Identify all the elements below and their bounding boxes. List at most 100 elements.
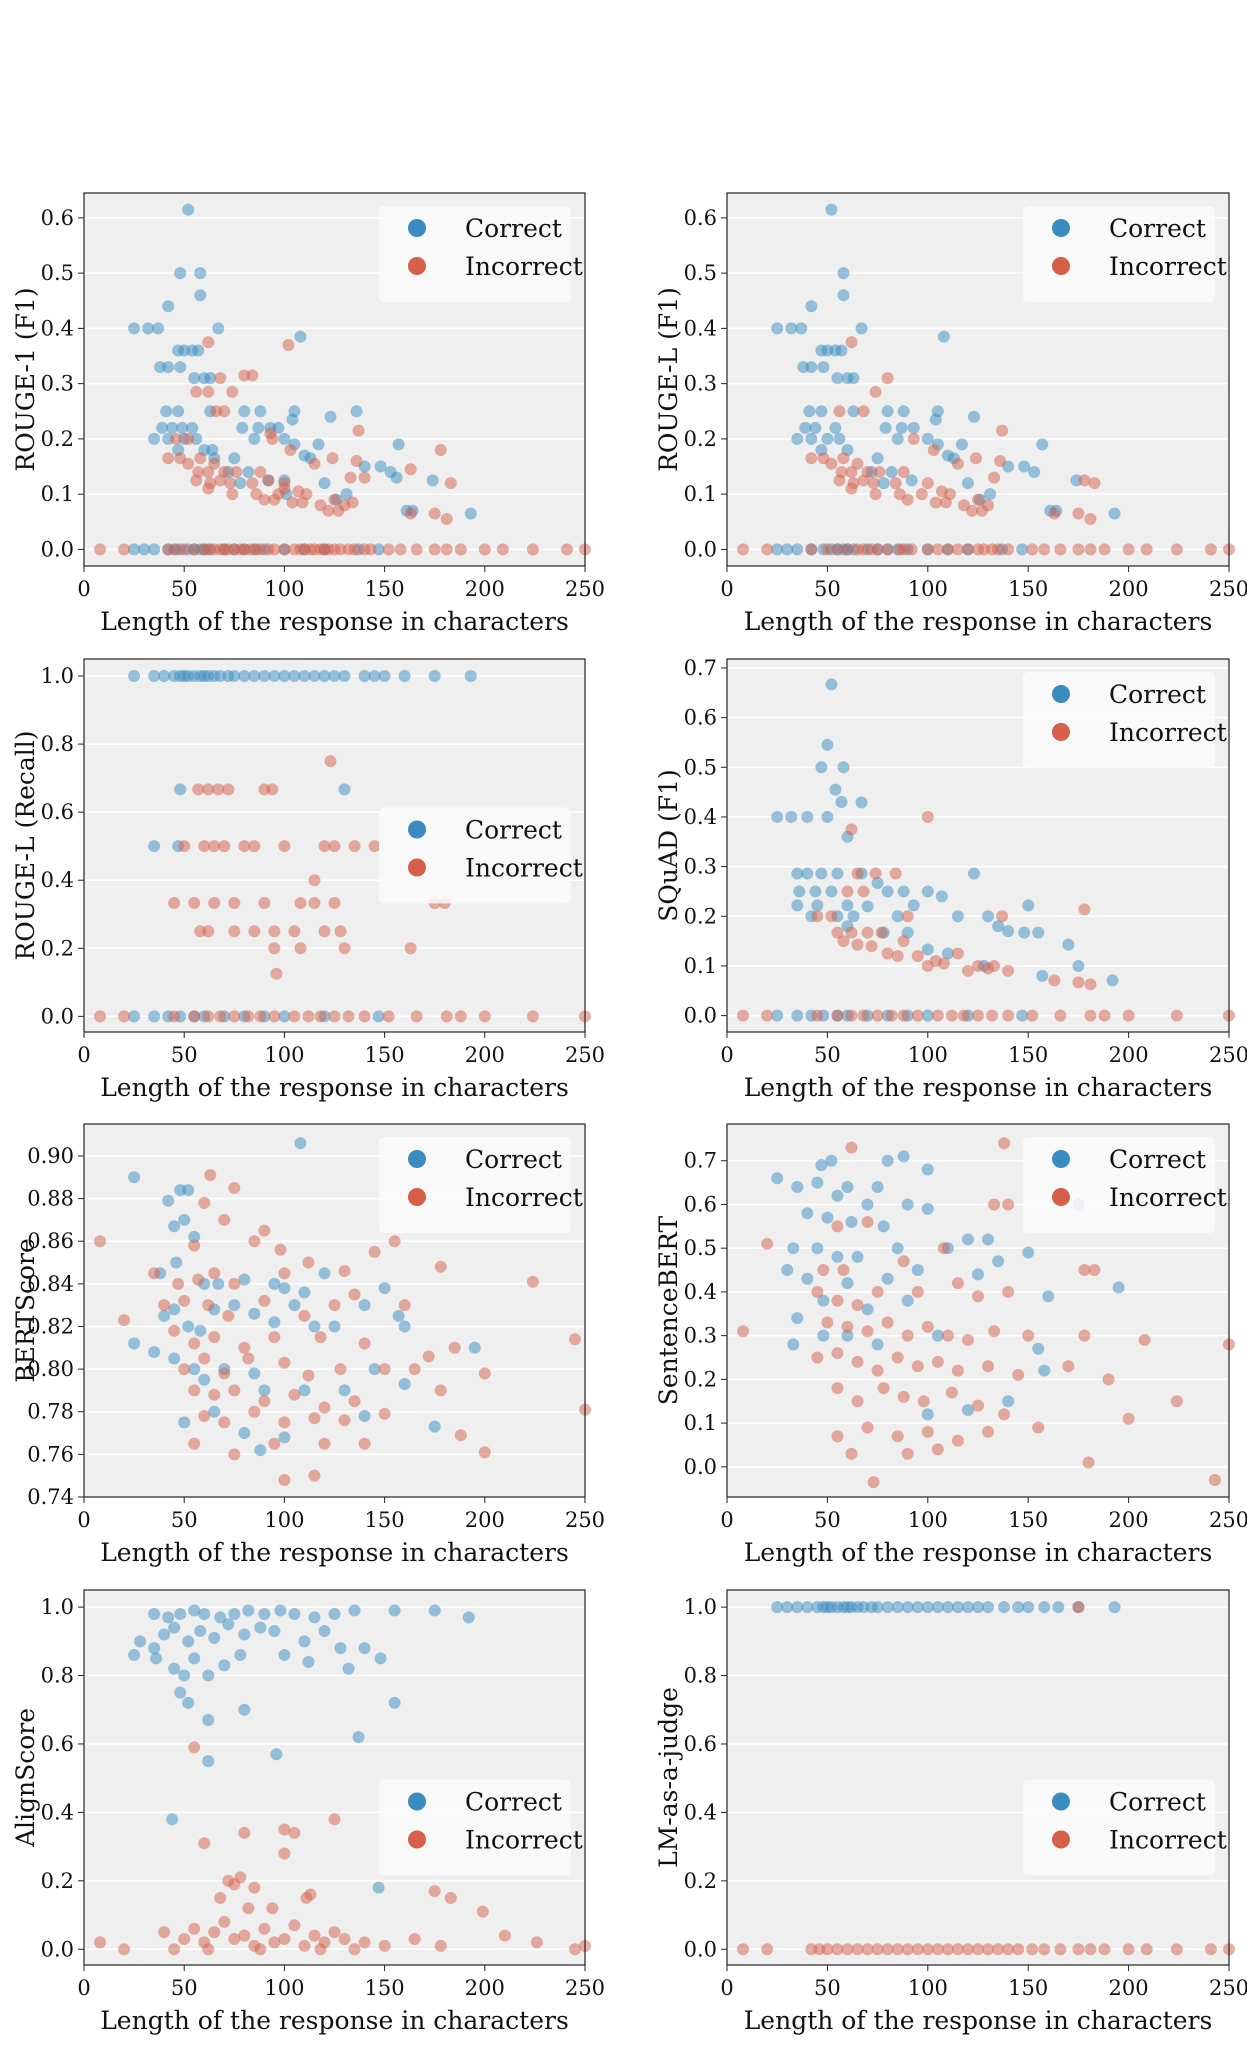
legend-box [379, 1137, 571, 1233]
correct-point [841, 1180, 854, 1193]
incorrect-point [939, 496, 952, 509]
incorrect-point [258, 1294, 271, 1307]
correct-point [901, 1198, 914, 1211]
correct-point [188, 1230, 201, 1243]
incorrect-point [476, 1905, 489, 1918]
incorrect-point [891, 950, 904, 963]
legend-box [379, 807, 571, 904]
incorrect-point [889, 477, 902, 490]
correct-point [791, 543, 804, 556]
correct-point [795, 322, 808, 335]
correct-point [398, 1320, 411, 1333]
incorrect-point [394, 543, 407, 556]
correct-point [338, 670, 351, 683]
correct-point [258, 1384, 271, 1397]
correct-point [845, 1215, 858, 1228]
correct-point [388, 1604, 401, 1617]
correct-point [212, 1277, 225, 1290]
correct-point [931, 1601, 944, 1614]
incorrect-point [921, 543, 934, 556]
incorrect-point [805, 543, 818, 556]
incorrect-legend-marker [408, 257, 426, 275]
correct-point [350, 405, 363, 418]
incorrect-point [951, 1434, 964, 1447]
plot-frame [726, 1589, 1230, 1966]
correct-point [128, 543, 141, 556]
correct-point [182, 1184, 195, 1197]
incorrect-point [972, 1009, 984, 1022]
incorrect-point [761, 1237, 774, 1250]
y-tick-label: 0.6 [41, 206, 74, 230]
x-tick-label: 0 [720, 1976, 733, 2000]
x-tick-label: 200 [1109, 1508, 1149, 1532]
correct-point [791, 1180, 804, 1193]
incorrect-point [821, 1943, 834, 1956]
x-tick-label: 250 [1209, 1043, 1247, 1067]
correct-point [1038, 1364, 1051, 1377]
incorrect-point [358, 1337, 371, 1350]
incorrect-legend-marker [1052, 257, 1070, 275]
y-tick-label: 0.3 [684, 855, 717, 879]
correct-point [1032, 926, 1045, 939]
correct-point [128, 1171, 141, 1184]
x-tick-label: 0 [77, 577, 90, 601]
correct-point [358, 1642, 371, 1655]
correct-point [342, 1662, 355, 1675]
plot-frame [726, 1123, 1230, 1498]
correct-point [881, 1154, 894, 1167]
incorrect-point [1072, 507, 1085, 520]
correct-point [921, 1009, 934, 1022]
correct-point [821, 810, 834, 823]
correct-point [992, 1255, 1005, 1268]
correct-point [781, 1264, 794, 1277]
incorrect-point [1102, 1373, 1115, 1386]
subplot-4: 0.0 0.1 0.2 0.3 0.4 0.5 0.6 0.7 0 50 100 150 200 250 L… [654, 656, 1247, 1102]
correct-point [142, 322, 155, 335]
plot-frame [83, 1123, 586, 1498]
x-axis-label: Length of the response in characters [100, 1073, 569, 1102]
incorrect-point [248, 1881, 261, 1894]
x-tick-label: 250 [565, 1976, 605, 2000]
incorrect-point [1122, 543, 1135, 556]
correct-point [182, 1320, 195, 1333]
incorrect-point [857, 474, 870, 487]
correct-point [318, 670, 331, 683]
correct-point [992, 920, 1005, 933]
correct-point [815, 867, 828, 880]
incorrect-point [322, 504, 335, 517]
incorrect-point [1078, 1329, 1091, 1342]
correct-point [1022, 899, 1035, 912]
correct-point [837, 289, 850, 302]
x-tick-label: 0 [77, 1508, 90, 1532]
incorrect-point [1054, 1009, 1067, 1022]
incorrect-point [1122, 1943, 1135, 1956]
incorrect-point [218, 1367, 231, 1380]
incorrect-point [1084, 978, 1097, 991]
correct-point [815, 761, 828, 774]
y-tick-label: 0.4 [684, 1800, 717, 1824]
correct-point [1018, 460, 1031, 473]
subplot-2: 0.0 0.1 0.2 0.3 0.4 0.5 0.6 0 50 100 150 200 250 Leng… [654, 192, 1247, 636]
incorrect-point [945, 1386, 958, 1399]
incorrect-point [851, 457, 864, 470]
incorrect-point [338, 1414, 351, 1427]
incorrect-point [897, 466, 910, 479]
incorrect-point [857, 885, 870, 898]
legend-box [379, 206, 571, 302]
correct-point [967, 410, 980, 423]
correct-legend-marker [408, 219, 426, 237]
correct-point [324, 410, 337, 423]
correct-point [218, 1659, 231, 1672]
incorrect-point [937, 957, 950, 970]
incorrect-point [845, 466, 858, 479]
correct-point [771, 810, 784, 823]
incorrect-point [268, 493, 281, 506]
incorrect-point [242, 1902, 255, 1915]
x-tick-label: 50 [814, 1043, 841, 1067]
incorrect-point [526, 543, 539, 556]
incorrect-point [318, 1401, 331, 1414]
incorrect-point [1072, 1601, 1085, 1614]
correct-point [128, 322, 141, 335]
incorrect-point [258, 493, 271, 506]
incorrect-point [478, 1367, 491, 1380]
